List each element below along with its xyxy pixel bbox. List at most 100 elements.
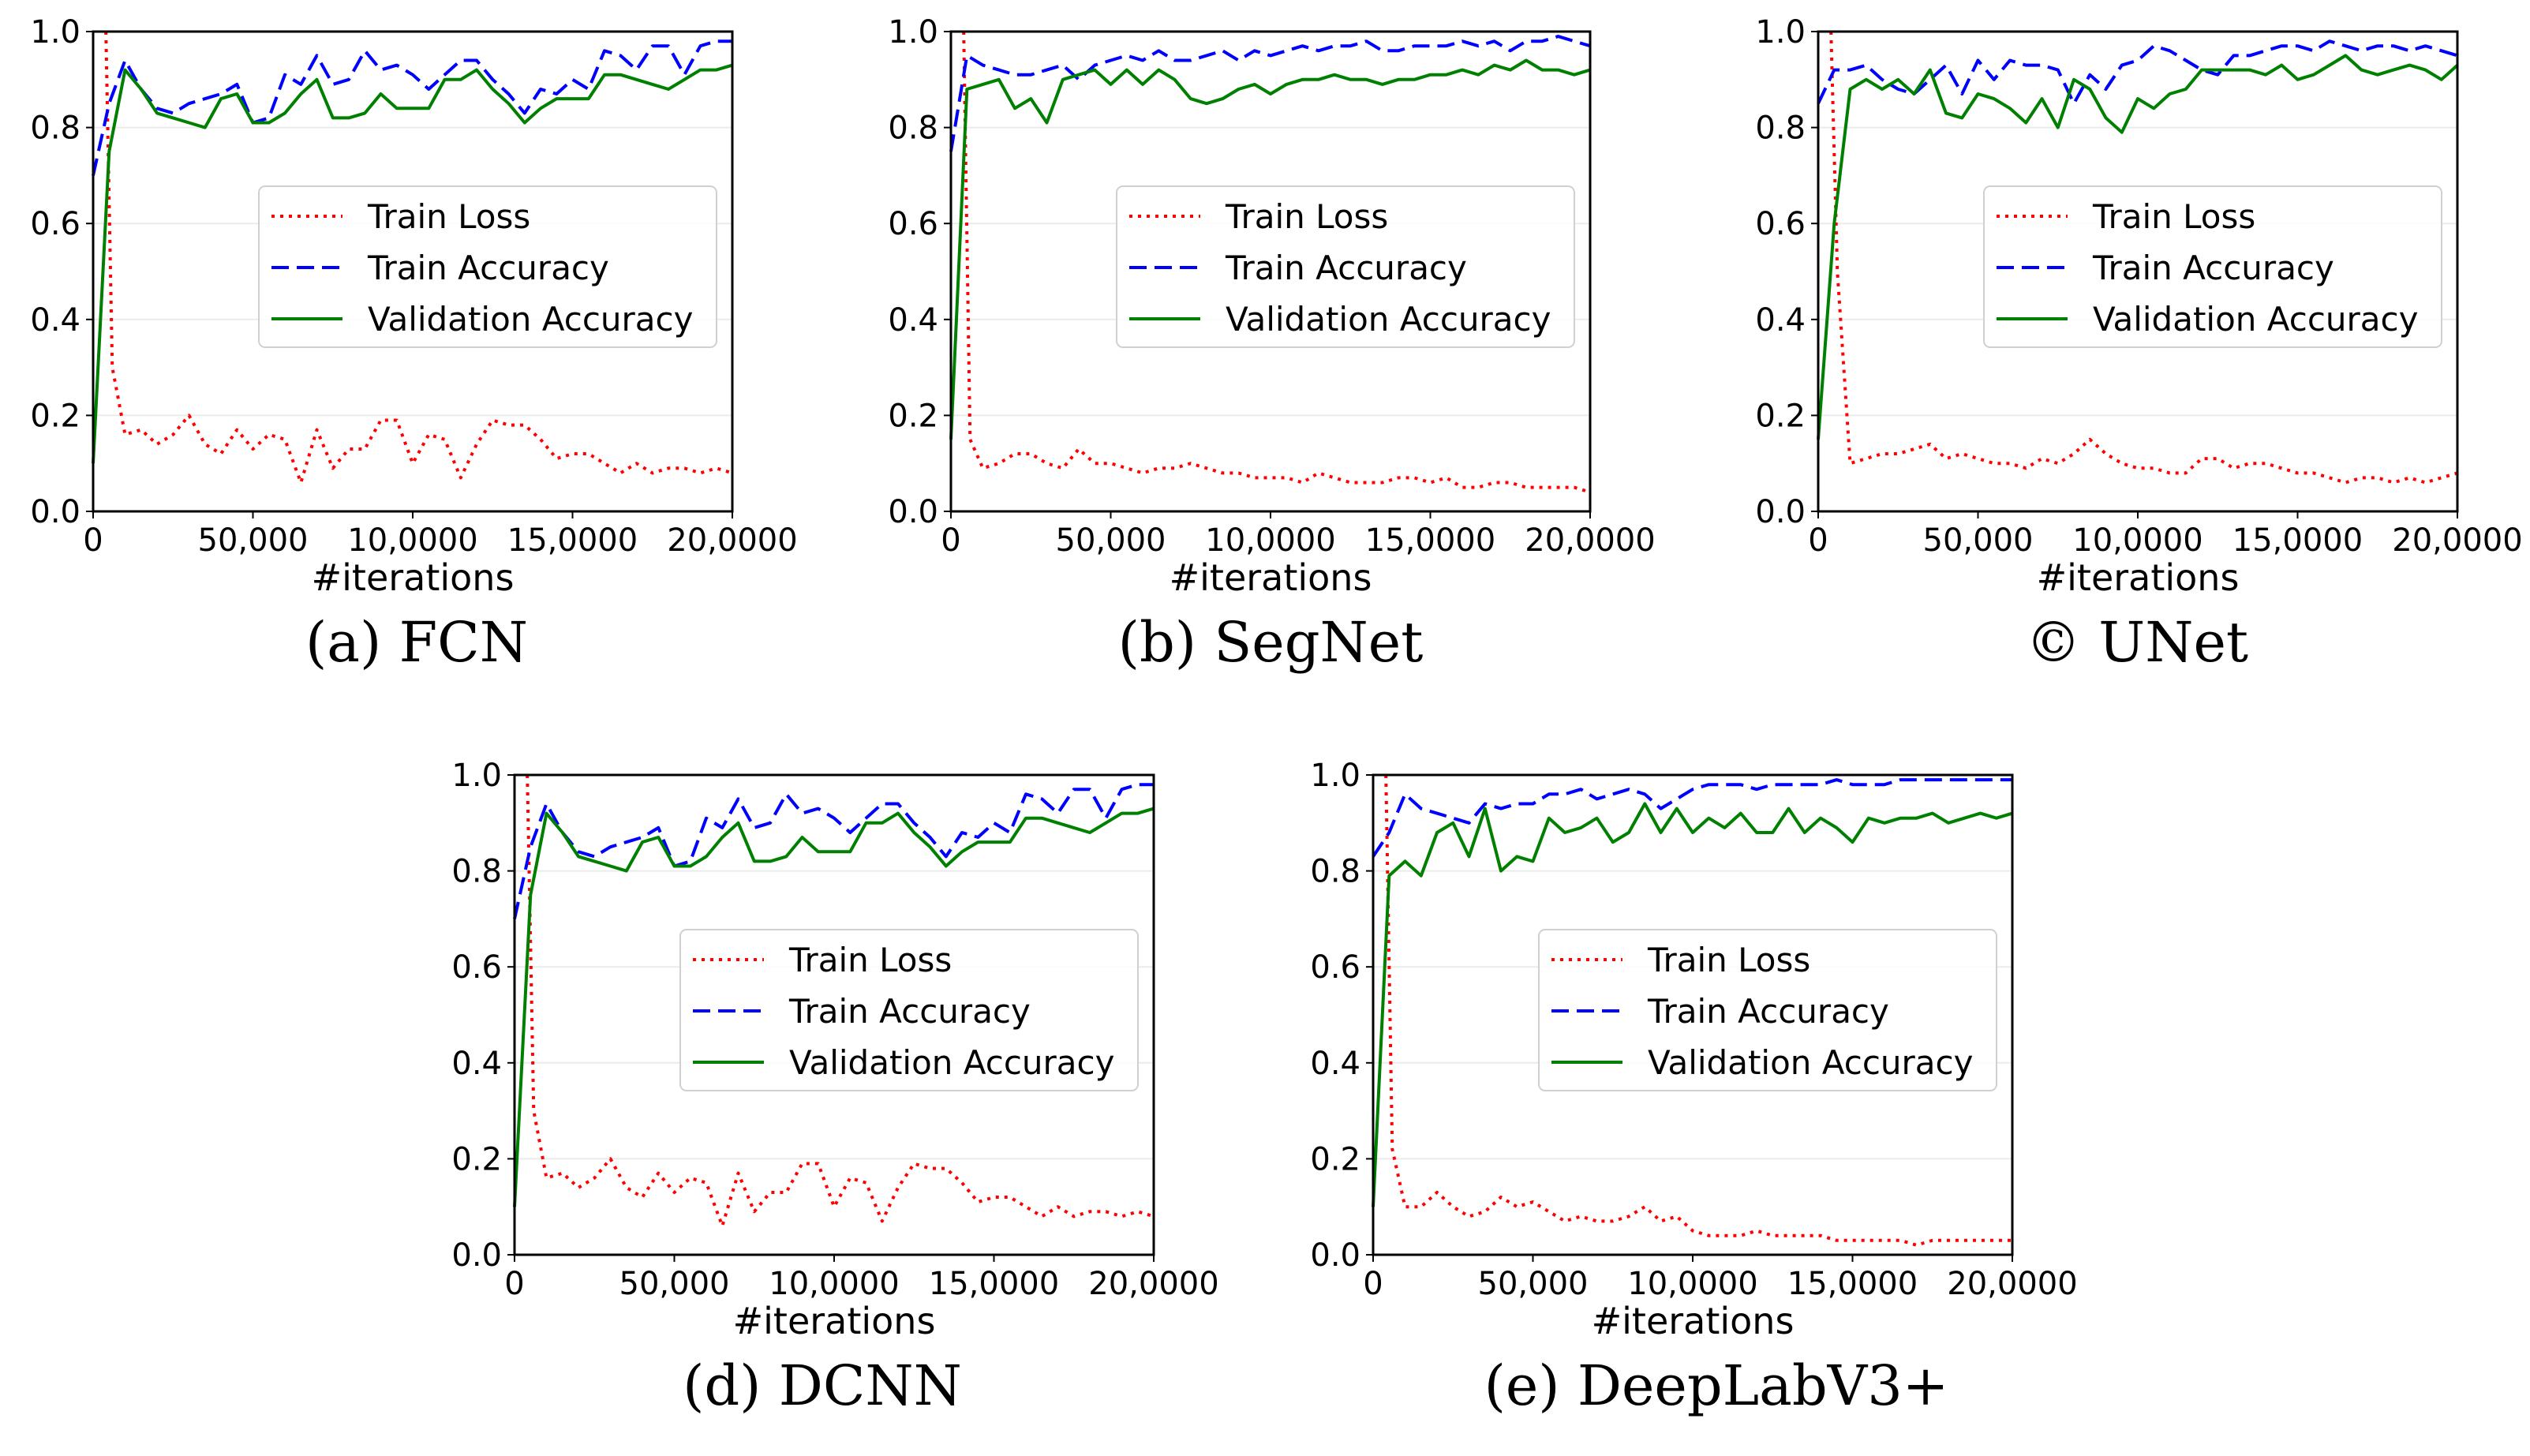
x-tick-label: 50,000 xyxy=(1923,522,2034,559)
y-tick-label: 0.2 xyxy=(888,398,938,434)
y-tick-label: 0.6 xyxy=(451,949,502,986)
x-tick-label: 10,0000 xyxy=(769,1266,899,1302)
series-line-train-accuracy xyxy=(1817,39,2458,106)
legend-label: Train Loss xyxy=(1225,197,1388,236)
y-tick-label: 1.0 xyxy=(30,14,80,51)
legend-box xyxy=(258,185,717,348)
subfigure-caption: (e) DeepLabV3+ xyxy=(1484,1353,1949,1418)
series-line-validation-accuracy xyxy=(1372,802,2013,1207)
series-line-validation-accuracy xyxy=(513,807,1155,1207)
y-tick-label: 0.6 xyxy=(1755,206,1806,242)
y-tick-label: 0.8 xyxy=(1310,854,1360,890)
legend-box xyxy=(679,929,1139,1091)
y-tick-label: 0.8 xyxy=(451,854,502,890)
y-tick-label: 0.4 xyxy=(1755,302,1806,339)
y-tick-label: 0.8 xyxy=(888,110,938,147)
y-tick-label: 0.0 xyxy=(451,1237,502,1274)
chart-panel: 0.0 0.2 0.4 0.6 0.8 1.0 0 50,000 10,0000 15,0000 2… xyxy=(1755,14,2522,599)
y-tick-label: 0.4 xyxy=(1310,1046,1360,1082)
legend-label: Train Loss xyxy=(2092,197,2255,236)
y-tick-label: 0.4 xyxy=(451,1046,502,1082)
series-line-validation-accuracy xyxy=(949,58,1591,440)
chart-panel: 0.0 0.2 0.4 0.6 0.8 1.0 0 50,000 10,0000 15,0000 2… xyxy=(888,14,1655,599)
legend-label: Train Accuracy xyxy=(2092,249,2334,287)
y-tick-label: 1.0 xyxy=(451,758,502,794)
y-tick-label: 0.4 xyxy=(888,302,938,339)
x-tick-label: 50,000 xyxy=(619,1266,730,1302)
legend: Train Loss Train Accuracy Validation Accur… xyxy=(1983,185,2442,348)
y-tick-label: 0.0 xyxy=(30,494,80,530)
x-tick-label: 15,0000 xyxy=(1787,1266,1918,1302)
y-tick-label: 1.0 xyxy=(1310,758,1360,794)
x-axis-label: #iterations xyxy=(312,556,515,599)
y-tick-label: 0.6 xyxy=(30,206,80,242)
x-tick-label: 50,000 xyxy=(1478,1266,1589,1302)
x-tick-label: 20,0000 xyxy=(1088,1266,1218,1302)
legend-box xyxy=(1116,185,1575,348)
series-line-train-accuracy xyxy=(513,783,1154,919)
series-line-train-accuracy xyxy=(1372,778,2012,858)
legend-label: Validation Accuracy xyxy=(368,300,694,339)
x-tick-label: 10,0000 xyxy=(1627,1266,1757,1302)
subfigure-caption: (a) FCN xyxy=(305,610,528,675)
legend: Train Loss Train Accuracy Validation Accur… xyxy=(1538,929,1997,1091)
series-line-validation-accuracy xyxy=(92,63,733,464)
legend: Train Loss Train Accuracy Validation Accur… xyxy=(679,929,1139,1091)
y-tick-label: 0.0 xyxy=(1755,494,1806,530)
series-line-train-loss xyxy=(1384,774,2012,1247)
y-tick-label: 0.2 xyxy=(30,398,80,434)
legend: Train Loss Train Accuracy Validation Accur… xyxy=(1116,185,1575,348)
chart-panel: 0.0 0.2 0.4 0.6 0.8 1.0 0 50,000 10,0000 15,0000 2… xyxy=(451,758,1218,1342)
y-tick-label: 1.0 xyxy=(1755,14,1806,51)
x-axis-label: #iterations xyxy=(2037,556,2240,599)
x-axis-label: #iterations xyxy=(1592,1300,1795,1342)
y-tick-label: 0.6 xyxy=(1310,949,1360,986)
legend-label: Train Loss xyxy=(1647,941,1810,979)
legend-label: Train Accuracy xyxy=(1647,992,1889,1031)
x-tick-label: 0 xyxy=(504,1266,524,1302)
legend-label: Train Loss xyxy=(367,197,530,236)
y-tick-label: 0.0 xyxy=(1310,1237,1360,1274)
x-tick-label: 20,0000 xyxy=(2392,522,2522,559)
legend-label: Train Accuracy xyxy=(788,992,1031,1031)
legend-label: Train Accuracy xyxy=(1225,249,1467,287)
subfigure-caption: (b) SegNet xyxy=(1118,610,1424,675)
chart-panel: 0.0 0.2 0.4 0.6 0.8 1.0 0 50,000 10,0000 15,0000 2… xyxy=(30,14,797,599)
x-tick-label: 20,0000 xyxy=(1947,1266,2077,1302)
legend-label: Validation Accuracy xyxy=(789,1043,1115,1082)
x-tick-label: 15,0000 xyxy=(507,522,638,559)
subfigure-caption: (d) DCNN xyxy=(683,1353,962,1418)
x-tick-label: 15,0000 xyxy=(1365,522,1495,559)
series-line-validation-accuracy xyxy=(1817,54,2459,440)
x-tick-label: 0 xyxy=(941,522,960,559)
legend-label: Train Loss xyxy=(788,941,952,979)
x-tick-label: 50,000 xyxy=(1056,522,1166,559)
y-tick-label: 0.4 xyxy=(30,302,80,339)
legend-label: Validation Accuracy xyxy=(1226,300,1551,339)
legend-label: Validation Accuracy xyxy=(1648,1043,1974,1082)
x-tick-label: 10,0000 xyxy=(1205,522,1335,559)
subfigure-caption: © UNet xyxy=(2026,610,2248,675)
x-tick-label: 0 xyxy=(83,522,103,559)
legend-box xyxy=(1538,929,1997,1091)
x-tick-label: 20,0000 xyxy=(1525,522,1655,559)
x-tick-label: 15,0000 xyxy=(929,1266,1059,1302)
x-tick-label: 15,0000 xyxy=(2232,522,2363,559)
y-tick-label: 1.0 xyxy=(888,14,938,51)
y-tick-label: 0.0 xyxy=(888,494,938,530)
y-tick-label: 0.6 xyxy=(888,206,938,242)
x-tick-label: 0 xyxy=(1363,1266,1383,1302)
x-axis-label: #iterations xyxy=(733,1300,936,1342)
x-tick-label: 10,0000 xyxy=(347,522,477,559)
y-tick-label: 0.8 xyxy=(1755,110,1806,147)
x-tick-label: 0 xyxy=(1808,522,1828,559)
y-tick-label: 0.2 xyxy=(1755,398,1806,434)
x-tick-label: 20,0000 xyxy=(667,522,797,559)
legend-label: Train Accuracy xyxy=(367,249,609,287)
x-axis-label: #iterations xyxy=(1170,556,1372,599)
legend: Train Loss Train Accuracy Validation Accur… xyxy=(258,185,717,348)
series-line-train-accuracy xyxy=(92,39,732,176)
y-tick-label: 0.2 xyxy=(1310,1141,1360,1177)
series-line-train-accuracy xyxy=(949,35,1591,152)
